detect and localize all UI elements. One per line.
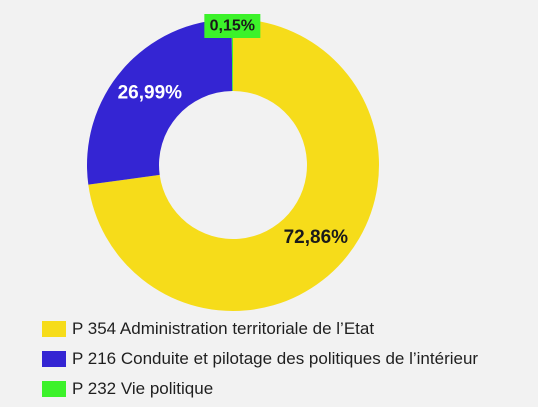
data-label-p232: 0,15%: [210, 18, 255, 35]
legend-label-p354: P 354 Administration territoriale de l’E…: [72, 319, 375, 338]
slice-p354: [88, 19, 380, 311]
legend-item-p354: P 354 Administration territoriale de l’E…: [42, 318, 478, 340]
legend-swatch-p216: [42, 351, 66, 367]
legend-swatch-p232: [42, 381, 66, 397]
slice-p216: [87, 19, 233, 185]
legend-item-p216: P 216 Conduite et pilotage des politique…: [42, 348, 478, 370]
data-label-box-p232: [204, 14, 261, 39]
legend: P 354 Administration territoriale de l’E…: [42, 318, 478, 400]
legend-item-p232: P 232 Vie politique: [42, 378, 478, 400]
legend-label-p216: P 216 Conduite et pilotage des politique…: [72, 349, 479, 368]
legend-label-p232: P 232 Vie politique: [72, 379, 214, 398]
legend-swatch-p354: [42, 321, 66, 337]
data-label-p354: 72,86%: [284, 227, 349, 248]
data-label-p216: 26,99%: [118, 83, 183, 104]
